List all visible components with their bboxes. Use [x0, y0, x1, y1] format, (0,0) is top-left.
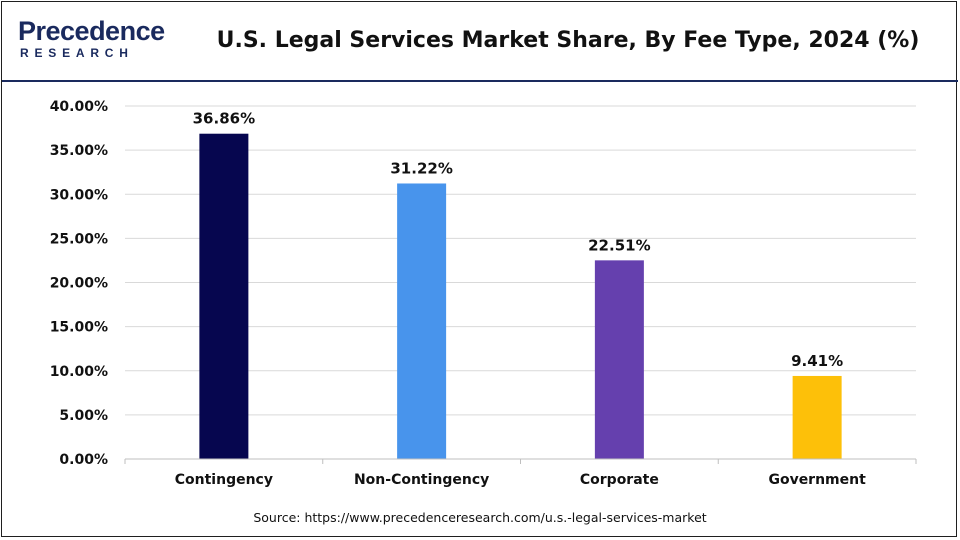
brand-logo: Precedence RESEARCH: [18, 16, 168, 62]
logo-wordmark: Precedence: [18, 16, 165, 46]
chart-title: U.S. Legal Services Market Share, By Fee…: [216, 28, 920, 53]
y-tick-label: 15.00%: [50, 320, 108, 336]
y-tick-label: 30.00%: [50, 187, 108, 203]
y-tick-label: 10.00%: [50, 364, 108, 380]
data-label: 31.22%: [390, 159, 452, 177]
y-tick-label: 35.00%: [50, 143, 108, 159]
header-divider: [2, 80, 958, 82]
data-labels: 36.86% 31.22% 22.51% 9.41%: [193, 110, 844, 370]
x-category-label: Non-Contingency: [354, 472, 489, 488]
data-label: 36.86%: [193, 110, 255, 128]
y-tick-label: 5.00%: [59, 408, 108, 424]
data-label: 22.51%: [588, 236, 650, 254]
source-note: Source: https://www.precedenceresearch.c…: [253, 510, 707, 525]
bar-government: [792, 375, 842, 459]
bar-corporate: [594, 260, 644, 459]
gridlines: [125, 105, 916, 416]
header: Precedence RESEARCH U.S. Legal Services …: [0, 0, 960, 78]
logo-subtext: RESEARCH: [20, 46, 134, 60]
bars: [199, 133, 842, 459]
y-axis: 0.00% 5.00% 10.00% 15.00% 20.00% 25.00% 30.00%…: [50, 99, 108, 468]
x-category-label: Corporate: [580, 472, 659, 488]
y-tick-label: 20.00%: [50, 276, 108, 292]
y-tick-label: 40.00%: [50, 99, 108, 115]
y-tick-label: 0.00%: [59, 452, 108, 468]
x-category-label: Contingency: [175, 472, 273, 488]
data-label: 9.41%: [791, 352, 843, 370]
y-tick-label: 25.00%: [50, 231, 108, 247]
bar-contingency: [199, 133, 249, 459]
x-category-label: Government: [768, 472, 866, 488]
x-axis: Contingency Non-Contingency Corporate Gover…: [124, 458, 917, 488]
bar-non-contingency: [397, 183, 447, 459]
